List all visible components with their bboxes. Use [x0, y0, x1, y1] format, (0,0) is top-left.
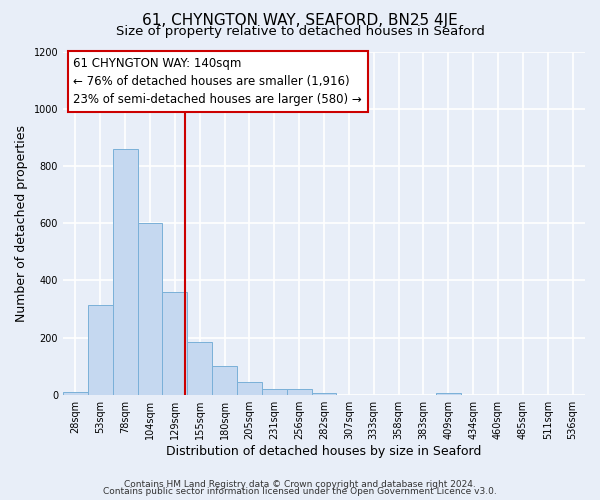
Text: Contains HM Land Registry data © Crown copyright and database right 2024.: Contains HM Land Registry data © Crown c… [124, 480, 476, 489]
Bar [262, 389, 287, 394]
Bar [237, 382, 262, 394]
Text: 61 CHYNGTON WAY: 140sqm
← 76% of detached houses are smaller (1,916)
23% of semi: 61 CHYNGTON WAY: 140sqm ← 76% of detache… [73, 56, 362, 106]
Y-axis label: Number of detached properties: Number of detached properties [15, 124, 28, 322]
Bar [163, 292, 187, 395]
Bar [212, 366, 237, 394]
Bar [63, 392, 88, 394]
X-axis label: Distribution of detached houses by size in Seaford: Distribution of detached houses by size … [166, 444, 482, 458]
Bar [187, 342, 212, 394]
Bar [88, 304, 113, 394]
Text: Size of property relative to detached houses in Seaford: Size of property relative to detached ho… [116, 25, 484, 38]
Bar [113, 148, 137, 394]
Bar [287, 389, 311, 394]
Text: 61, CHYNGTON WAY, SEAFORD, BN25 4JE: 61, CHYNGTON WAY, SEAFORD, BN25 4JE [142, 12, 458, 28]
Text: Contains public sector information licensed under the Open Government Licence v3: Contains public sector information licen… [103, 487, 497, 496]
Bar [137, 223, 163, 394]
